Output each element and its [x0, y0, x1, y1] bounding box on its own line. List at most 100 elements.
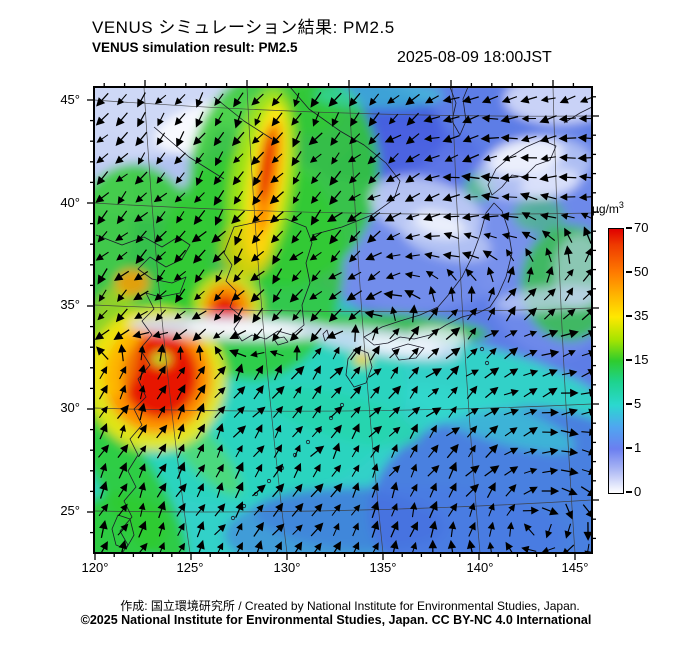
wind-arrow	[250, 250, 265, 262]
wind-arrow	[409, 501, 418, 518]
wind-arrow	[405, 232, 420, 241]
wind-arrow	[172, 328, 188, 341]
wind-arrow	[118, 483, 128, 498]
island-dot	[328, 415, 334, 421]
wind-arrow	[272, 502, 284, 517]
wind-arrow	[216, 542, 224, 553]
wind-arrow	[310, 209, 322, 226]
wind-arrow	[233, 153, 244, 164]
wind-arrow	[447, 308, 459, 320]
wind-arrow	[448, 286, 456, 302]
wind-arrow	[330, 250, 341, 263]
wind-arrow	[371, 542, 379, 553]
wind-arrow	[176, 131, 185, 148]
wind-arrow	[212, 250, 226, 263]
wind-arrow	[252, 190, 264, 206]
wind-arrow	[368, 112, 380, 127]
wind-arrow	[291, 112, 302, 126]
wind-arrow	[135, 192, 147, 203]
wind-arrow	[117, 191, 127, 205]
wind-arrow	[390, 306, 398, 321]
wind-arrow	[138, 364, 146, 381]
wind-arrow	[196, 521, 205, 538]
wind-arrow	[539, 134, 557, 143]
wind-arrow	[348, 309, 361, 321]
wind-arrow	[364, 310, 383, 319]
wind-arrow	[487, 521, 495, 537]
wind-arrow	[560, 329, 579, 339]
wind-arrow	[271, 153, 283, 164]
wind-arrow	[482, 250, 498, 261]
wind-arrow	[116, 404, 129, 420]
wind-arrow	[113, 329, 130, 341]
wind-arrow	[154, 230, 167, 243]
wind-arrow	[293, 344, 301, 361]
wind-arrow	[312, 405, 322, 419]
wind-arrow	[368, 368, 382, 378]
wind-arrow	[462, 95, 479, 104]
wind-arrow	[365, 290, 382, 300]
wind-arrow	[96, 171, 109, 186]
wind-arrow	[137, 542, 148, 553]
wind-arrow	[195, 170, 204, 187]
wind-arrow	[94, 329, 110, 340]
wind-arrow	[347, 271, 362, 280]
wind-arrow	[331, 464, 342, 477]
wind-arrow	[486, 266, 495, 283]
colorbar-tick-label: 50	[634, 264, 649, 279]
wind-arrow	[409, 304, 418, 323]
wind-arrow	[390, 481, 399, 499]
wind-arrow	[442, 193, 460, 202]
map-frame	[93, 86, 593, 554]
wind-arrow	[118, 539, 127, 553]
wind-arrow	[425, 95, 439, 104]
lat-tick-label: 35°	[60, 297, 80, 312]
colorbar-unit-text: µg/m	[592, 202, 619, 216]
wind-arrow	[293, 92, 301, 108]
wind-arrow	[118, 462, 127, 479]
wind-arrow	[406, 112, 420, 126]
coastline-china-coast	[95, 234, 191, 553]
wind-arrow	[480, 133, 500, 143]
wind-arrow	[351, 423, 360, 440]
wind-arrow	[251, 151, 265, 166]
wind-arrow	[294, 444, 301, 458]
wind-arrow	[174, 94, 186, 106]
lat-tick-label: 40°	[60, 195, 80, 210]
wind-arrow	[115, 308, 128, 323]
wind-arrow	[214, 345, 224, 360]
wind-arrow	[156, 424, 168, 439]
wind-arrow	[466, 539, 476, 553]
wind-arrow	[350, 504, 361, 516]
wind-arrow	[329, 170, 342, 186]
wind-arrow	[195, 423, 206, 439]
wind-arrow	[404, 252, 420, 260]
wind-arrow	[425, 368, 443, 378]
wind-arrow	[501, 95, 518, 104]
wind-arrow	[523, 408, 538, 416]
wind-arrow	[448, 482, 457, 498]
wind-arrow	[582, 504, 592, 519]
wind-arrow	[99, 462, 108, 479]
colorbar-tick-label: 0	[634, 484, 642, 499]
wind-arrow	[214, 209, 224, 226]
wind-arrow	[504, 368, 519, 378]
wind-arrow	[539, 192, 557, 201]
wind-arrow	[542, 329, 559, 338]
graticule-meridian	[143, 87, 191, 553]
wind-arrow	[232, 171, 244, 186]
wind-arrow	[448, 521, 457, 538]
wind-arrow	[252, 406, 266, 418]
wind-arrow	[174, 152, 186, 165]
wind-arrow	[175, 483, 187, 498]
wind-arrow	[326, 330, 344, 339]
wind-arrow	[332, 442, 341, 459]
wind-arrow	[312, 112, 320, 127]
wind-arrow	[559, 193, 576, 201]
wind-arrow	[371, 463, 379, 478]
wind-arrow	[522, 506, 539, 515]
wind-arrow	[579, 96, 592, 103]
wind-arrow	[499, 173, 519, 183]
wind-arrow	[214, 93, 224, 106]
wind-arrow	[563, 245, 573, 264]
